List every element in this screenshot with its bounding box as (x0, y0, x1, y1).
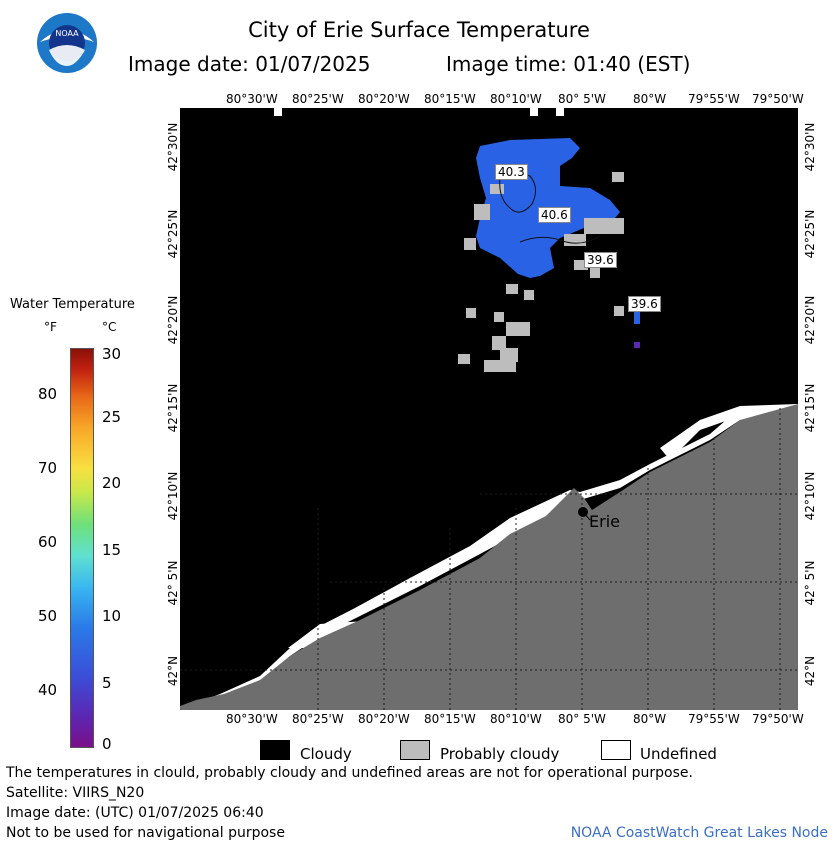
legend-title: Water Temperature (10, 297, 135, 312)
key-cloudy-label: Cloudy (300, 745, 352, 763)
water-temp-pixel (634, 342, 640, 348)
key-undefined-label: Undefined (640, 745, 717, 763)
probably-cloudy-patches (458, 172, 624, 372)
image-time: Image time: 01:40 (EST) (446, 52, 691, 76)
c-tick: 5 (102, 674, 112, 692)
lon-label-bottom: 79°55'W (688, 712, 740, 726)
logo-text: NOAA (55, 29, 79, 38)
temp-label: 39.6 (584, 252, 617, 268)
noaa-logo: NOAA (37, 13, 97, 73)
city-label: Erie (589, 512, 620, 531)
temp-label: 40.3 (495, 164, 528, 180)
unit-celsius: °C (102, 320, 117, 334)
lat-label-left: 42°N (166, 655, 180, 687)
lat-label-right: 42°10'N (803, 471, 817, 521)
temp-label: 40.6 (538, 207, 571, 223)
f-tick: 80 (38, 385, 58, 403)
lon-label-bottom: 80°25'W (292, 712, 344, 726)
undefined-pixel (556, 108, 564, 116)
lat-label-left: 42°20'N (166, 295, 180, 345)
key-cloudy-swatch (260, 740, 290, 760)
f-tick: 60 (38, 533, 58, 551)
lon-label-top: 80° 5'W (558, 92, 606, 106)
undefined-pixel (530, 108, 538, 116)
key-probably-cloudy-swatch (400, 740, 430, 760)
unit-fahrenheit: °F (44, 320, 57, 334)
satellite-text: Satellite: VIIRS_N20 (6, 785, 145, 801)
c-tick: 25 (102, 408, 122, 426)
image-date: Image date: 01/07/2025 (128, 52, 371, 76)
nav-warning-text: Not to be used for navigational purpose (6, 825, 285, 841)
lon-label-top: 80°25'W (292, 92, 344, 106)
city-leader-line (582, 511, 591, 521)
c-tick: 10 (102, 607, 122, 625)
c-tick: 20 (102, 474, 122, 492)
lat-label-right: 42°15'N (803, 383, 817, 433)
lon-label-top: 80°10'W (490, 92, 542, 106)
f-tick: 40 (38, 681, 58, 699)
land-area (180, 404, 798, 710)
temp-contour (519, 235, 601, 244)
page-title: City of Erie Surface Temperature (248, 18, 590, 42)
lon-label-bottom: 80°10'W (490, 712, 542, 726)
c-tick: 15 (102, 541, 122, 559)
lon-label-bottom: 80°W (633, 712, 667, 726)
c-tick: 30 (102, 345, 122, 363)
graticule (180, 408, 798, 710)
key-probably-cloudy-label: Probably cloudy (440, 745, 560, 763)
lat-label-left: 42°25'N (166, 209, 180, 259)
water-temp-pixel (634, 312, 640, 324)
lat-label-left: 42°10'N (166, 471, 180, 521)
credit-text: NOAA CoastWatch Great Lakes Node (570, 825, 828, 841)
lat-label-right: 42°30'N (803, 122, 817, 172)
lon-label-bottom: 80°20'W (358, 712, 410, 726)
lat-label-left: 42°15'N (166, 383, 180, 433)
lon-label-top: 80°20'W (358, 92, 410, 106)
lon-label-bottom: 80° 5'W (558, 712, 606, 726)
undefined-pixel (274, 108, 282, 116)
lat-label-right: 42°25'N (803, 209, 817, 259)
lon-label-top: 80°W (633, 92, 667, 106)
lat-label-right: 42°N (803, 655, 817, 687)
lon-label-bottom: 80°15'W (424, 712, 476, 726)
temperature-colorbar (70, 348, 94, 748)
lon-label-bottom: 79°50'W (752, 712, 804, 726)
f-tick: 50 (38, 607, 58, 625)
lat-label-right: 42° 5'N (803, 560, 817, 606)
lat-label-left: 42°30'N (166, 122, 180, 172)
key-undefined-swatch (601, 740, 631, 760)
lon-label-top: 80°30'W (226, 92, 278, 106)
lon-label-top: 79°50'W (752, 92, 804, 106)
lon-label-bottom: 80°30'W (226, 712, 278, 726)
utc-date-text: Image date: (UTC) 01/07/2025 06:40 (6, 805, 264, 821)
disclaimer-text: The temperatures in clould, probably clo… (6, 765, 693, 781)
lon-label-top: 80°15'W (424, 92, 476, 106)
f-tick: 70 (38, 459, 58, 477)
map-panel (180, 108, 798, 710)
lat-label-right: 42°20'N (803, 295, 817, 345)
lon-label-top: 79°55'W (688, 92, 740, 106)
c-tick: 0 (102, 735, 112, 753)
temp-label: 39.6 (628, 296, 661, 312)
lat-label-left: 42° 5'N (166, 560, 180, 606)
